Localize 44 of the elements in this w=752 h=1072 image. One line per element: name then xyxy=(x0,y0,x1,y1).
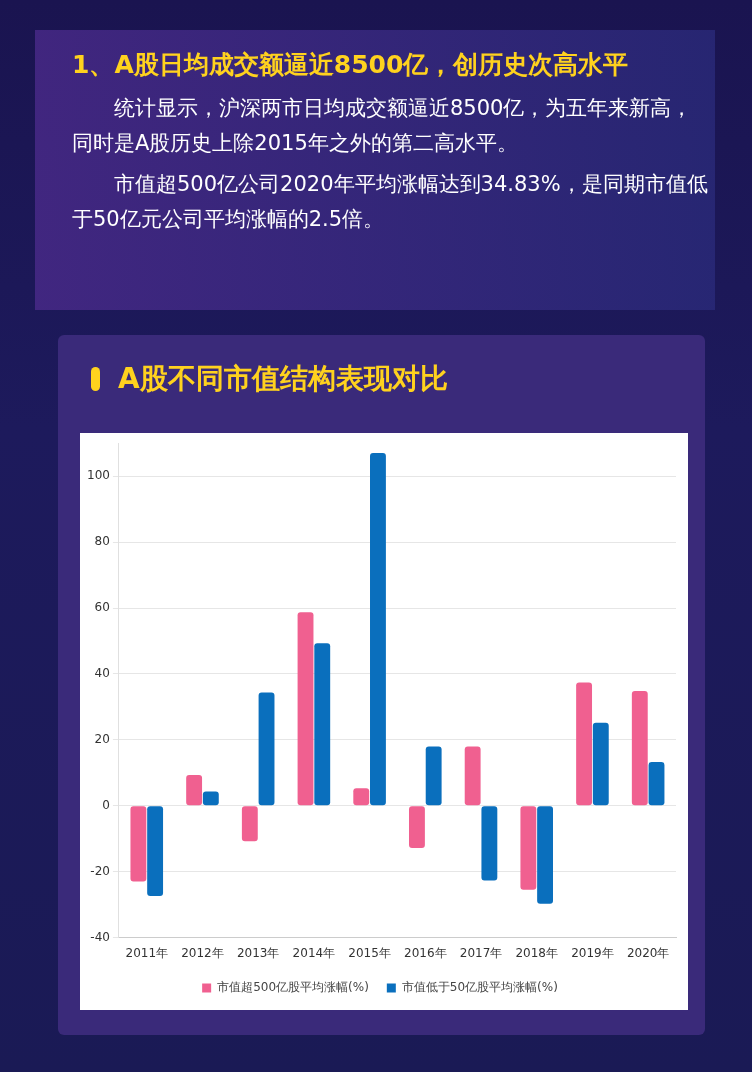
x-tick-label: 2017年 xyxy=(459,945,503,960)
x-tick-label: 2018年 xyxy=(515,945,558,960)
legend-label: 市值低于50亿股平均涨幅(%) xyxy=(401,980,558,995)
text: 统计显示，沪深两市日均成交额逼近8500亿，为五年来新高，同时是A股历史上除2015年之外的第二高水平。 xyxy=(72,95,694,157)
text: 1、A股日均成交额逼近8500亿，创历史次高水平 xyxy=(72,49,630,81)
bar xyxy=(130,806,147,882)
x-tick-label: 2012年 xyxy=(181,945,224,960)
x-tick-label: 2015年 xyxy=(348,945,391,960)
bar xyxy=(520,806,537,890)
y-tick-label: 0 xyxy=(102,797,110,812)
x-tick-label: 2020年 xyxy=(626,945,670,960)
bar xyxy=(202,791,219,806)
y-tick-label: -40 xyxy=(90,929,110,944)
bar xyxy=(409,806,425,848)
x-tick-label: 2019年 xyxy=(571,945,614,960)
y-tick-label: 100 xyxy=(87,468,110,483)
y-tick-label: 80 xyxy=(94,534,110,549)
y-tick-label: 20 xyxy=(94,731,110,746)
legend-label: 市值超500亿股平均涨幅(%) xyxy=(217,980,369,995)
bar xyxy=(314,643,331,806)
text: 市值超500亿公司2020年平均涨幅达到34.83%，是同期市值低于50亿元公司平均涨幅的2.5倍。 xyxy=(72,171,709,233)
x-tick-label: 2011年 xyxy=(125,945,169,960)
bar xyxy=(147,806,164,897)
bar xyxy=(241,806,258,842)
y-tick-label: 60 xyxy=(94,600,110,615)
x-tick-label: 2016年 xyxy=(404,945,447,960)
x-tick-label: 2013年 xyxy=(236,945,280,960)
bar xyxy=(186,775,203,806)
chart-title: A股不同市值结构表现对比 xyxy=(118,361,448,397)
bar xyxy=(297,612,314,806)
bar xyxy=(537,806,554,904)
bar xyxy=(648,761,665,806)
y-tick-label: -20 xyxy=(90,863,110,878)
bar xyxy=(425,746,442,806)
bar xyxy=(258,692,275,806)
bar xyxy=(370,453,386,806)
bar xyxy=(481,806,498,881)
bar xyxy=(353,788,370,806)
y-tick-label: 40 xyxy=(94,666,110,681)
bar xyxy=(576,682,593,806)
bar xyxy=(464,746,481,806)
bar xyxy=(592,722,609,806)
x-tick-label: 2014年 xyxy=(292,945,336,960)
bar xyxy=(631,691,648,806)
